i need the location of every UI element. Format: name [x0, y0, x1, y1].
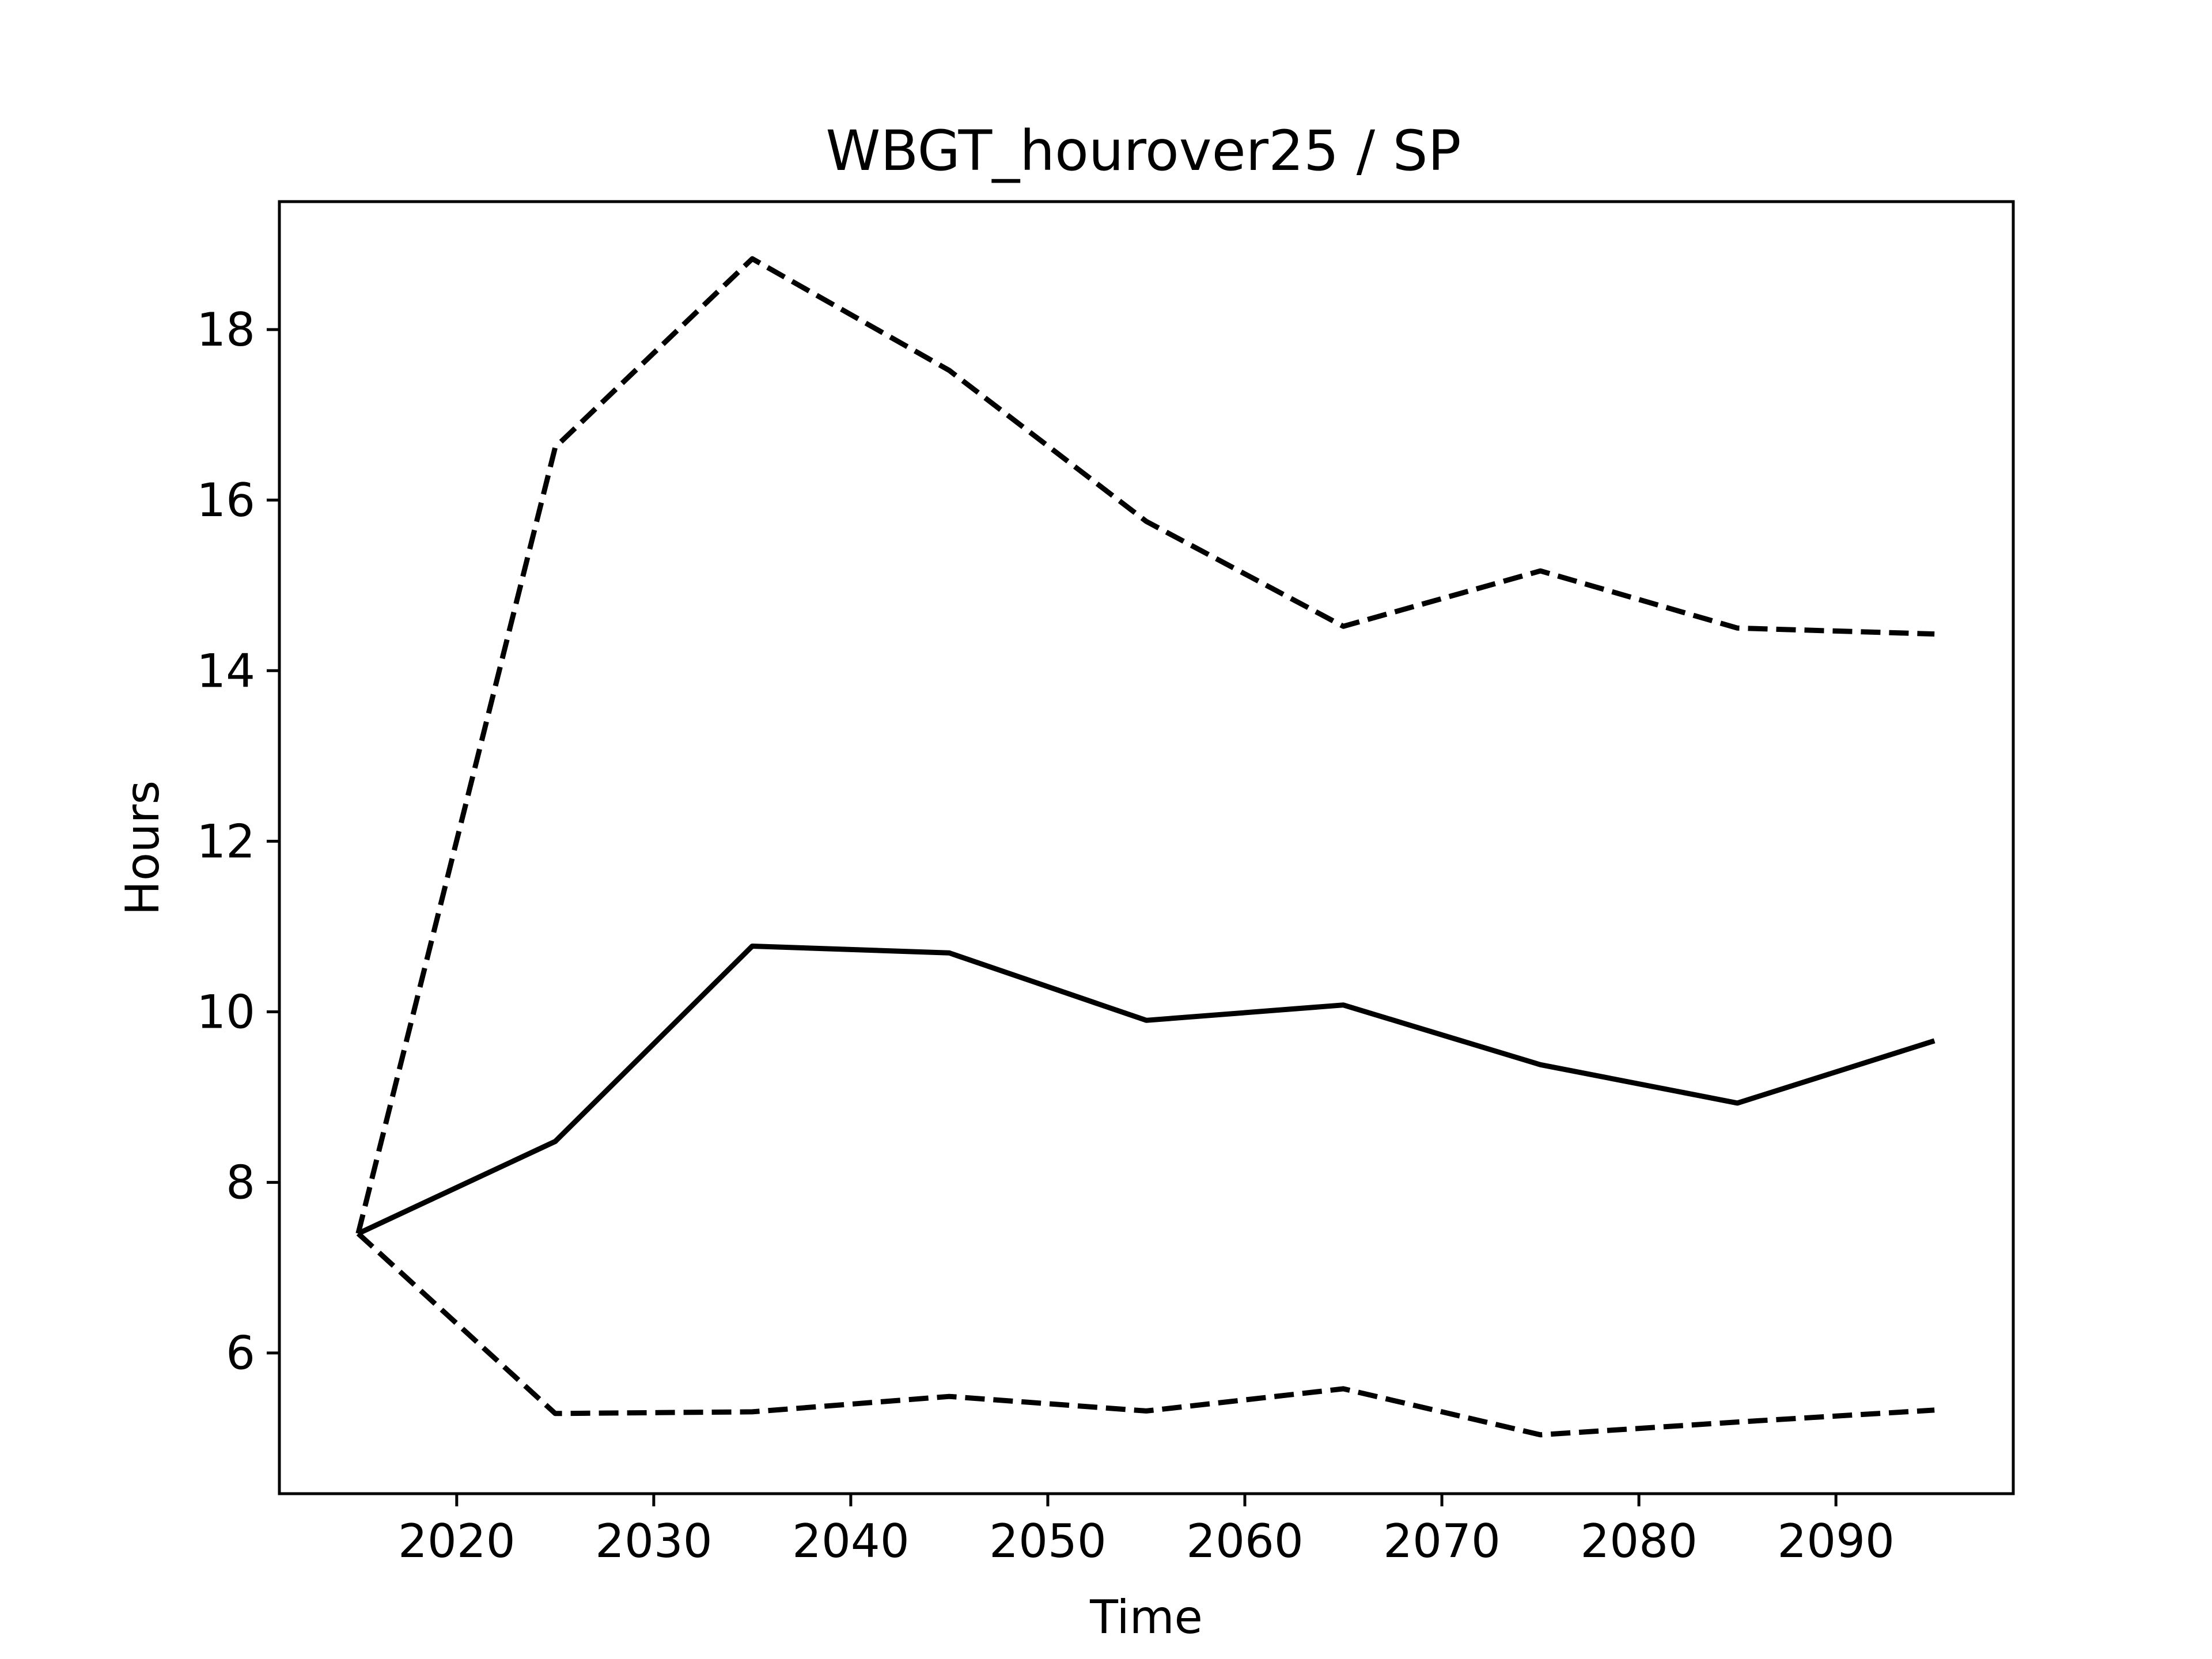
x-axis-label: Time	[1089, 1590, 1203, 1644]
x-tick-label: 2060	[1186, 1514, 1304, 1568]
y-axis: 6 8 10 12 14 16 18	[196, 303, 279, 1380]
x-tick-label: 2070	[1383, 1514, 1501, 1568]
y-tick-label: 10	[196, 986, 255, 1039]
x-tick-label: 2080	[1580, 1514, 1698, 1568]
x-tick-label: 2020	[398, 1514, 516, 1568]
y-tick-label: 14	[196, 644, 255, 698]
x-tick-label: 2090	[1777, 1514, 1895, 1568]
x-tick-label: 2030	[595, 1514, 713, 1568]
x-tick-label: 2040	[792, 1514, 910, 1568]
plot-frame	[278, 200, 2015, 1495]
x-tick-label: 2050	[989, 1514, 1107, 1568]
y-tick-label: 6	[226, 1327, 255, 1380]
y-tick-label: 12	[196, 815, 255, 868]
series-line-1	[357, 944, 1936, 1236]
x-axis: 2020 2030 2040 2050 2060 2070 2080 2090	[398, 1494, 1895, 1568]
series-line-2	[355, 256, 1935, 1234]
plot-layer	[355, 256, 1936, 1438]
y-tick-label: 8	[226, 1156, 255, 1210]
chart-title: WBGT_hourover25 / SP	[826, 119, 1461, 183]
series-line-3	[356, 1232, 1935, 1438]
y-axis-label: Hours	[116, 781, 169, 915]
y-tick-label: 18	[196, 303, 255, 357]
y-tick-label: 16	[196, 474, 255, 527]
